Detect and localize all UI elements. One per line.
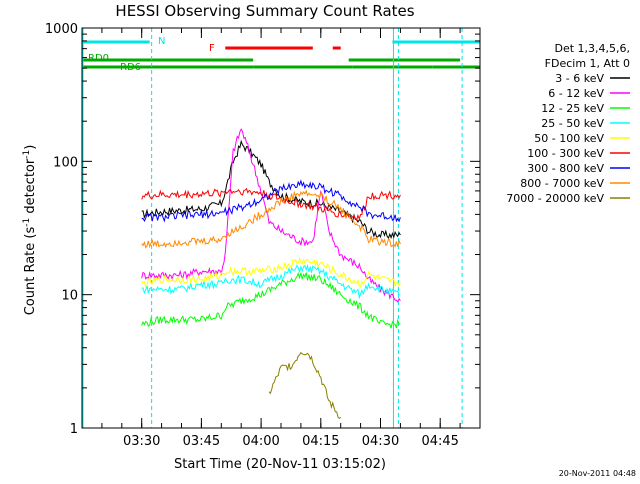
x-tick-label-3: 04:15 (302, 434, 339, 449)
legend: Det 1,3,4,5,6, FDecim 1, Att 0 3 - 6 keV 6 … (506, 42, 630, 205)
x-tick-label-4: 04:30 (362, 434, 399, 449)
y-axis-label: Count Rate (s-1 detector-1) (22, 145, 38, 316)
series-line-4 (141, 256, 401, 288)
plot-axes: 1 10 100 1000 03:30 03:45 04:00 04:15 04:30 04:45 (45, 22, 481, 449)
y-tick-label-2: 100 (53, 155, 78, 170)
legend-label-5: 100 - 300 keV (527, 147, 604, 160)
series-line-6 (141, 179, 401, 223)
flag-label-f: F (209, 43, 215, 54)
flag-label-n: N (158, 36, 165, 47)
legend-label-8: 7000 - 20000 keV (506, 192, 604, 205)
legend-label-7: 800 - 7000 keV (520, 177, 604, 190)
series-line-3 (141, 263, 401, 300)
y-axis-label-main: Count Rate (s (23, 227, 38, 316)
x-tick-label-2: 04:00 (242, 434, 279, 449)
legend-header-0: Det 1,3,4,5,6, (554, 42, 630, 55)
legend-label-6: 300 - 800 keV (527, 162, 604, 175)
series-line-1 (141, 128, 401, 303)
legend-label-2: 12 - 25 keV (541, 102, 604, 115)
series-line-8 (268, 351, 342, 420)
legend-label-0: 3 - 6 keV (555, 72, 604, 85)
x-tick-label-1: 03:45 (183, 434, 220, 449)
series-line-0 (141, 139, 401, 240)
flag-bars: N F RD0 RD6 (82, 36, 480, 73)
y-axis-label-end: ) (23, 145, 38, 150)
y-axis-label-mid: detector (23, 158, 38, 218)
y-tick-label-1: 10 (61, 289, 78, 304)
footer-timestamp: 20-Nov-2011 04:48 (559, 469, 636, 478)
plot-frame (81, 27, 481, 429)
flag-label-rd0: RD0 (88, 53, 109, 64)
series-line-7 (141, 189, 401, 249)
x-axis-label: Start Time (20-Nov-11 03:15:02) (174, 457, 386, 472)
y-axis-label-sup-2: -1 (22, 150, 32, 159)
chart-title: HESSI Observing Summary Count Rates (115, 2, 414, 20)
legend-label-3: 25 - 50 keV (541, 117, 604, 130)
orbit-boundaries (82, 28, 463, 428)
series-lines (141, 128, 401, 420)
legend-label-1: 6 - 12 keV (548, 87, 604, 100)
series-line-5 (141, 187, 401, 222)
x-tick-label-5: 04:45 (421, 434, 458, 449)
legend-label-4: 50 - 100 keV (534, 132, 604, 145)
legend-header-1: FDecim 1, Att 0 (545, 57, 630, 70)
y-axis-label-sup-1: -1 (22, 218, 32, 227)
y-tick-label-3: 1000 (45, 22, 78, 37)
flag-label-rd6: RD6 (120, 62, 141, 73)
series-line-2 (141, 272, 401, 329)
y-tick-label-0: 1 (70, 422, 78, 437)
x-tick-label-0: 03:30 (123, 434, 160, 449)
